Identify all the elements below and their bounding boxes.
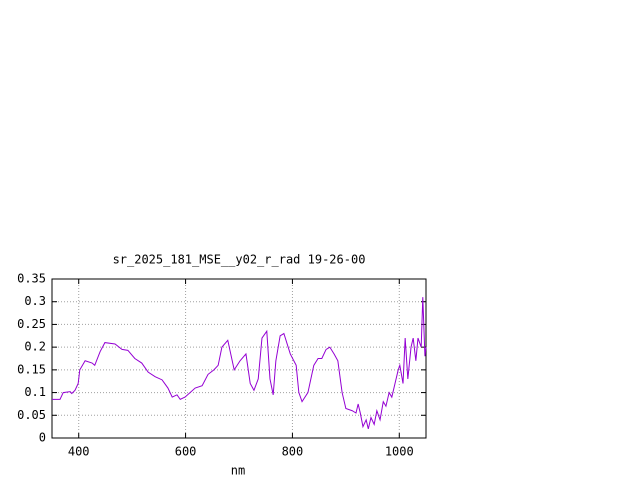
x-tick-label: 1000 bbox=[385, 445, 414, 459]
data-line bbox=[52, 297, 427, 430]
y-tick-label: 0.25 bbox=[17, 317, 46, 331]
y-tick-label: 0.2 bbox=[24, 340, 46, 354]
x-tick-label: 400 bbox=[68, 445, 90, 459]
y-tick-label: 0.35 bbox=[17, 272, 46, 286]
x-tick-label: 600 bbox=[175, 445, 197, 459]
y-tick-label: 0.1 bbox=[24, 385, 46, 399]
y-tick-label: 0.05 bbox=[17, 408, 46, 422]
chart-title: sr_2025_181_MSE__y02_r_rad 19-26-00 bbox=[113, 253, 366, 267]
x-tick-label: 800 bbox=[282, 445, 304, 459]
x-axis-label: nm bbox=[231, 464, 245, 478]
y-tick-label: 0.3 bbox=[24, 294, 46, 308]
plot-border bbox=[51, 278, 427, 439]
y-tick-label: 0.15 bbox=[17, 362, 46, 376]
y-tick-label: 0 bbox=[39, 431, 46, 445]
